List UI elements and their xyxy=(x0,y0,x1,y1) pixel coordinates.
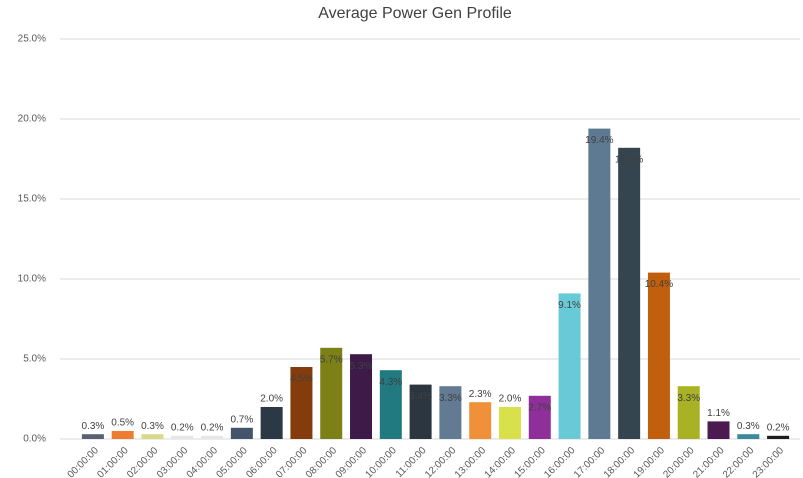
bar xyxy=(290,367,313,439)
value-label: 18.2% xyxy=(615,154,643,165)
bar xyxy=(409,384,432,439)
y-tick-label: 5.0% xyxy=(23,354,46,365)
bar xyxy=(677,386,700,439)
value-label: 2.3% xyxy=(469,389,492,400)
value-label: 3.3% xyxy=(439,393,462,404)
bar xyxy=(647,272,670,439)
y-tick-label: 20.0% xyxy=(18,114,46,125)
bar xyxy=(498,407,521,439)
value-label: 0.3% xyxy=(737,421,760,432)
bar xyxy=(558,293,581,439)
chart-title: Average Power Gen Profile xyxy=(318,5,512,22)
value-label: 0.7% xyxy=(230,414,253,425)
bar xyxy=(528,395,551,439)
bar xyxy=(141,434,164,439)
value-label: 0.2% xyxy=(171,422,194,433)
bar xyxy=(707,421,730,439)
value-label: 2.0% xyxy=(499,394,522,405)
bar xyxy=(469,402,492,439)
value-label: 9.1% xyxy=(558,300,581,311)
value-label: 2.7% xyxy=(528,402,551,413)
value-label: 0.3% xyxy=(81,421,104,432)
bar xyxy=(81,434,104,439)
y-tick-label: 25.0% xyxy=(18,34,46,45)
value-label: 2.0% xyxy=(260,394,283,405)
value-label: 0.2% xyxy=(201,422,224,433)
bar xyxy=(767,435,790,439)
bar xyxy=(350,354,373,439)
bar xyxy=(588,128,611,439)
value-label: 3.4% xyxy=(409,391,432,402)
value-label: 10.4% xyxy=(645,279,673,290)
value-label: 5.7% xyxy=(320,354,343,365)
y-tick-label: 0.0% xyxy=(23,434,46,445)
bar xyxy=(230,427,253,439)
value-label: 5.3% xyxy=(350,361,373,372)
bar xyxy=(737,434,760,439)
bar xyxy=(171,435,194,439)
bar xyxy=(320,347,343,439)
bar xyxy=(201,435,224,439)
value-label: 0.5% xyxy=(111,418,134,429)
value-label: 4.3% xyxy=(379,377,402,388)
value-label: 1.1% xyxy=(707,408,730,419)
value-label: 0.3% xyxy=(141,421,164,432)
y-tick-label: 10.0% xyxy=(18,274,46,285)
bar xyxy=(260,407,283,439)
x-tick-label: 23:00:00 xyxy=(751,445,787,478)
bar xyxy=(111,431,134,439)
value-label: 3.3% xyxy=(677,393,700,404)
value-label: 0.2% xyxy=(767,422,790,433)
y-tick-label: 15.0% xyxy=(18,194,46,205)
bar xyxy=(379,370,402,439)
value-label: 4.5% xyxy=(290,374,313,385)
value-label: 19.4% xyxy=(585,135,613,146)
bar xyxy=(618,147,641,440)
bar xyxy=(439,386,462,439)
